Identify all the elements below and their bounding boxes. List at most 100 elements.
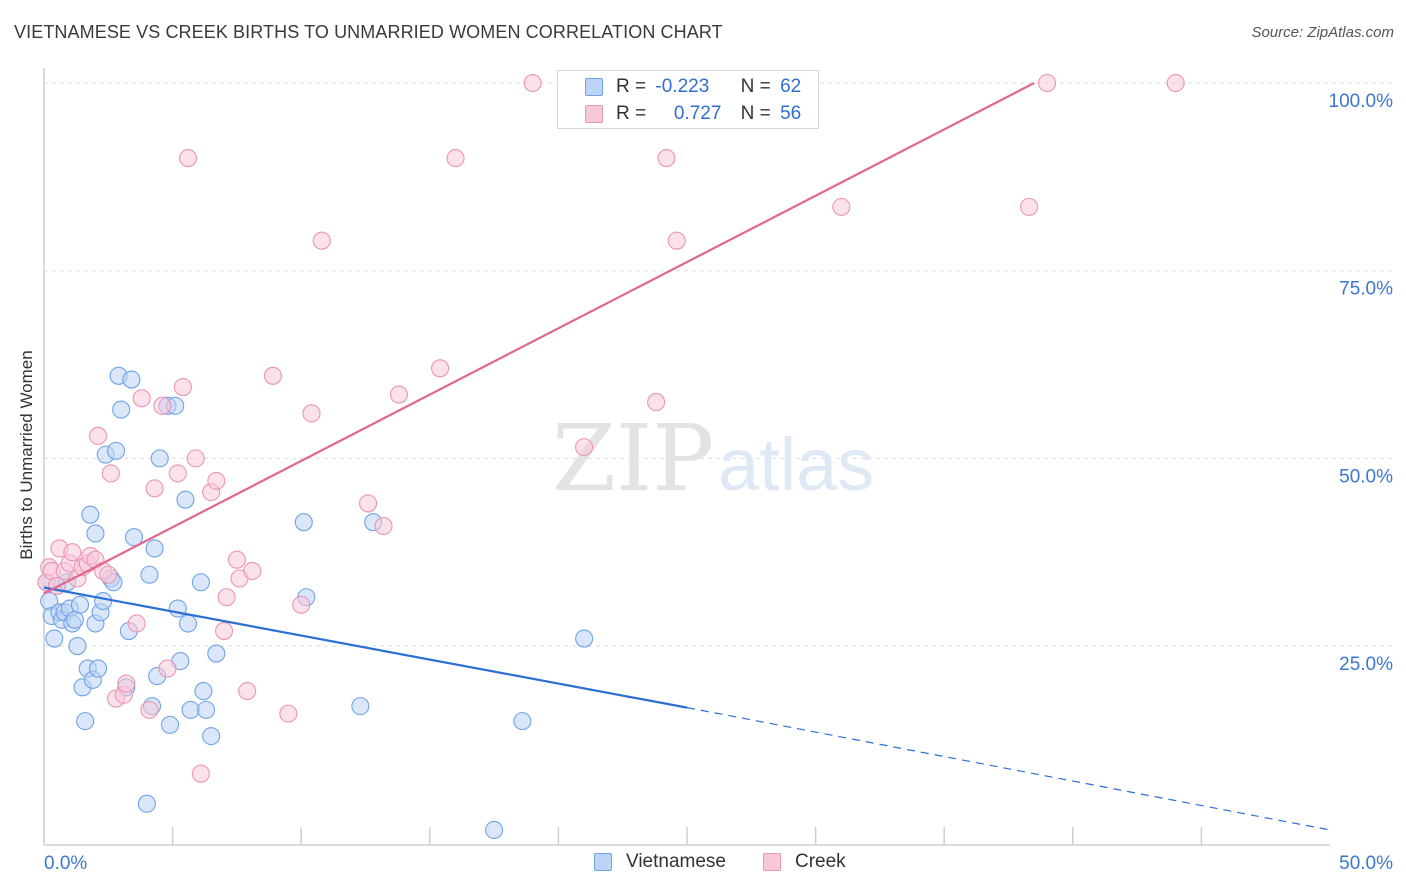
legend-text-creek: R = 0.727 N = 56 <box>616 103 801 125</box>
watermark-atlas: atlas <box>718 423 874 506</box>
legend-r-label: R = <box>616 102 647 124</box>
creek-point <box>279 704 298 723</box>
creek-point <box>292 595 311 614</box>
creek-point <box>243 561 262 581</box>
x-tick-label: 50.0% <box>1339 853 1393 874</box>
bottom-legend-label-vietnamese: Vietnamese <box>626 851 726 872</box>
legend-r-value: 0.727 <box>673 102 722 124</box>
vietnamese-point <box>351 697 370 716</box>
vietnamese-point <box>112 400 131 419</box>
vietnamese-trendline-extension <box>686 707 1331 831</box>
vietnamese-point <box>70 595 90 614</box>
vietnamese-point <box>485 820 504 840</box>
legend-n-value: 62 <box>780 75 802 97</box>
vietnamese-point <box>575 629 594 648</box>
creek-point <box>178 149 198 168</box>
y-axis-label: Births to Unmarried Women <box>17 350 36 560</box>
bottom-legend-vietnamese: Vietnamese <box>594 851 726 873</box>
vietnamese-point <box>86 524 105 543</box>
stats-legend: R = -0.223 N = 62 R = 0.727 N = 56 <box>557 70 819 129</box>
legend-r-label: R = <box>616 75 647 97</box>
creek-point <box>575 438 594 457</box>
source-credit: Source: ZipAtlas.com <box>1251 24 1394 41</box>
creek-point <box>227 550 246 569</box>
vietnamese-trendline <box>43 586 688 709</box>
creek-point <box>523 73 542 93</box>
creek-point <box>214 621 234 641</box>
creek-point <box>374 516 393 535</box>
trend-layer <box>43 82 1331 831</box>
chart-title: VIETNAMESE VS CREEK BIRTHS TO UNMARRIED … <box>14 22 723 42</box>
creek-point <box>657 149 676 168</box>
vietnamese-point <box>196 700 216 719</box>
vietnamese-point <box>207 644 226 663</box>
bottom-legend-label-creek: Creek <box>795 851 846 872</box>
y-tick-label: 100.0% <box>1329 91 1394 112</box>
creek-point <box>667 231 686 250</box>
creek-point <box>647 393 666 412</box>
vietnamese-point <box>150 449 169 468</box>
vietnamese-point <box>176 490 195 509</box>
legend-swatch-vietnamese <box>585 77 603 96</box>
legend-row-vietnamese: R = -0.223 N = 62 <box>558 73 818 100</box>
axis-layer <box>43 68 1330 846</box>
y-tick-label: 50.0% <box>1339 466 1393 487</box>
creek-point <box>145 479 164 498</box>
legend-r-value: -0.223 <box>655 75 710 97</box>
creek-point <box>389 385 408 404</box>
creek-point <box>153 396 172 415</box>
creek-point <box>140 700 159 719</box>
legend-n-value: 56 <box>780 102 802 124</box>
creek-point <box>186 449 205 468</box>
vietnamese-point <box>68 637 87 656</box>
creek-point <box>238 682 257 701</box>
creek-point <box>168 464 187 483</box>
legend-swatch-creek <box>585 104 603 123</box>
creek-point <box>207 471 226 490</box>
creek-point <box>1038 73 1057 93</box>
creek-point <box>302 404 321 423</box>
creek-point <box>158 659 177 678</box>
legend-row-creek: R = 0.727 N = 56 <box>558 100 818 127</box>
vietnamese-point <box>45 629 64 648</box>
tick-layer: 25.0% 50.0% 75.0% 100.0% 0.0% 50.0% <box>44 91 1393 874</box>
vietnamese-point <box>106 441 126 460</box>
vietnamese-point <box>181 700 200 719</box>
bottom-legend-swatch-creek <box>763 853 781 871</box>
creek-point <box>117 674 136 693</box>
vietnamese-point <box>202 727 221 746</box>
creek-point <box>132 389 151 408</box>
vietnamese-point <box>513 712 532 731</box>
creek-point <box>88 426 108 445</box>
creek-point <box>312 231 331 250</box>
creek-point <box>1166 73 1185 93</box>
y-tick-label: 75.0% <box>1339 279 1393 300</box>
vietnamese-point <box>145 539 164 558</box>
legend-text-vietnamese: R = -0.223 N = 62 <box>616 76 801 98</box>
creek-point <box>832 197 851 216</box>
creek-point <box>263 366 282 385</box>
creek-point <box>217 588 236 607</box>
creek-point <box>359 494 378 513</box>
creek-trendline <box>43 82 1035 595</box>
vietnamese-point <box>160 715 180 734</box>
y-tick-label: 25.0% <box>1339 654 1393 675</box>
creek-point <box>127 614 146 633</box>
watermark-zip: ZIP <box>552 405 714 512</box>
vietnamese-point <box>191 573 210 592</box>
vietnamese-point <box>81 505 100 524</box>
x-tick-label: 0.0% <box>44 853 87 874</box>
vietnamese-point <box>122 370 141 389</box>
vietnamese-point <box>65 610 84 629</box>
vietnamese-point <box>88 659 108 678</box>
creek-point <box>191 764 210 783</box>
vietnamese-point <box>94 591 113 611</box>
creek-point <box>101 464 120 483</box>
creek-point <box>99 565 118 584</box>
vietnamese-point <box>137 794 156 813</box>
vietnamese-point <box>178 614 198 633</box>
creek-point <box>63 543 82 562</box>
vietnamese-point <box>294 513 313 532</box>
creek-point <box>173 378 192 397</box>
